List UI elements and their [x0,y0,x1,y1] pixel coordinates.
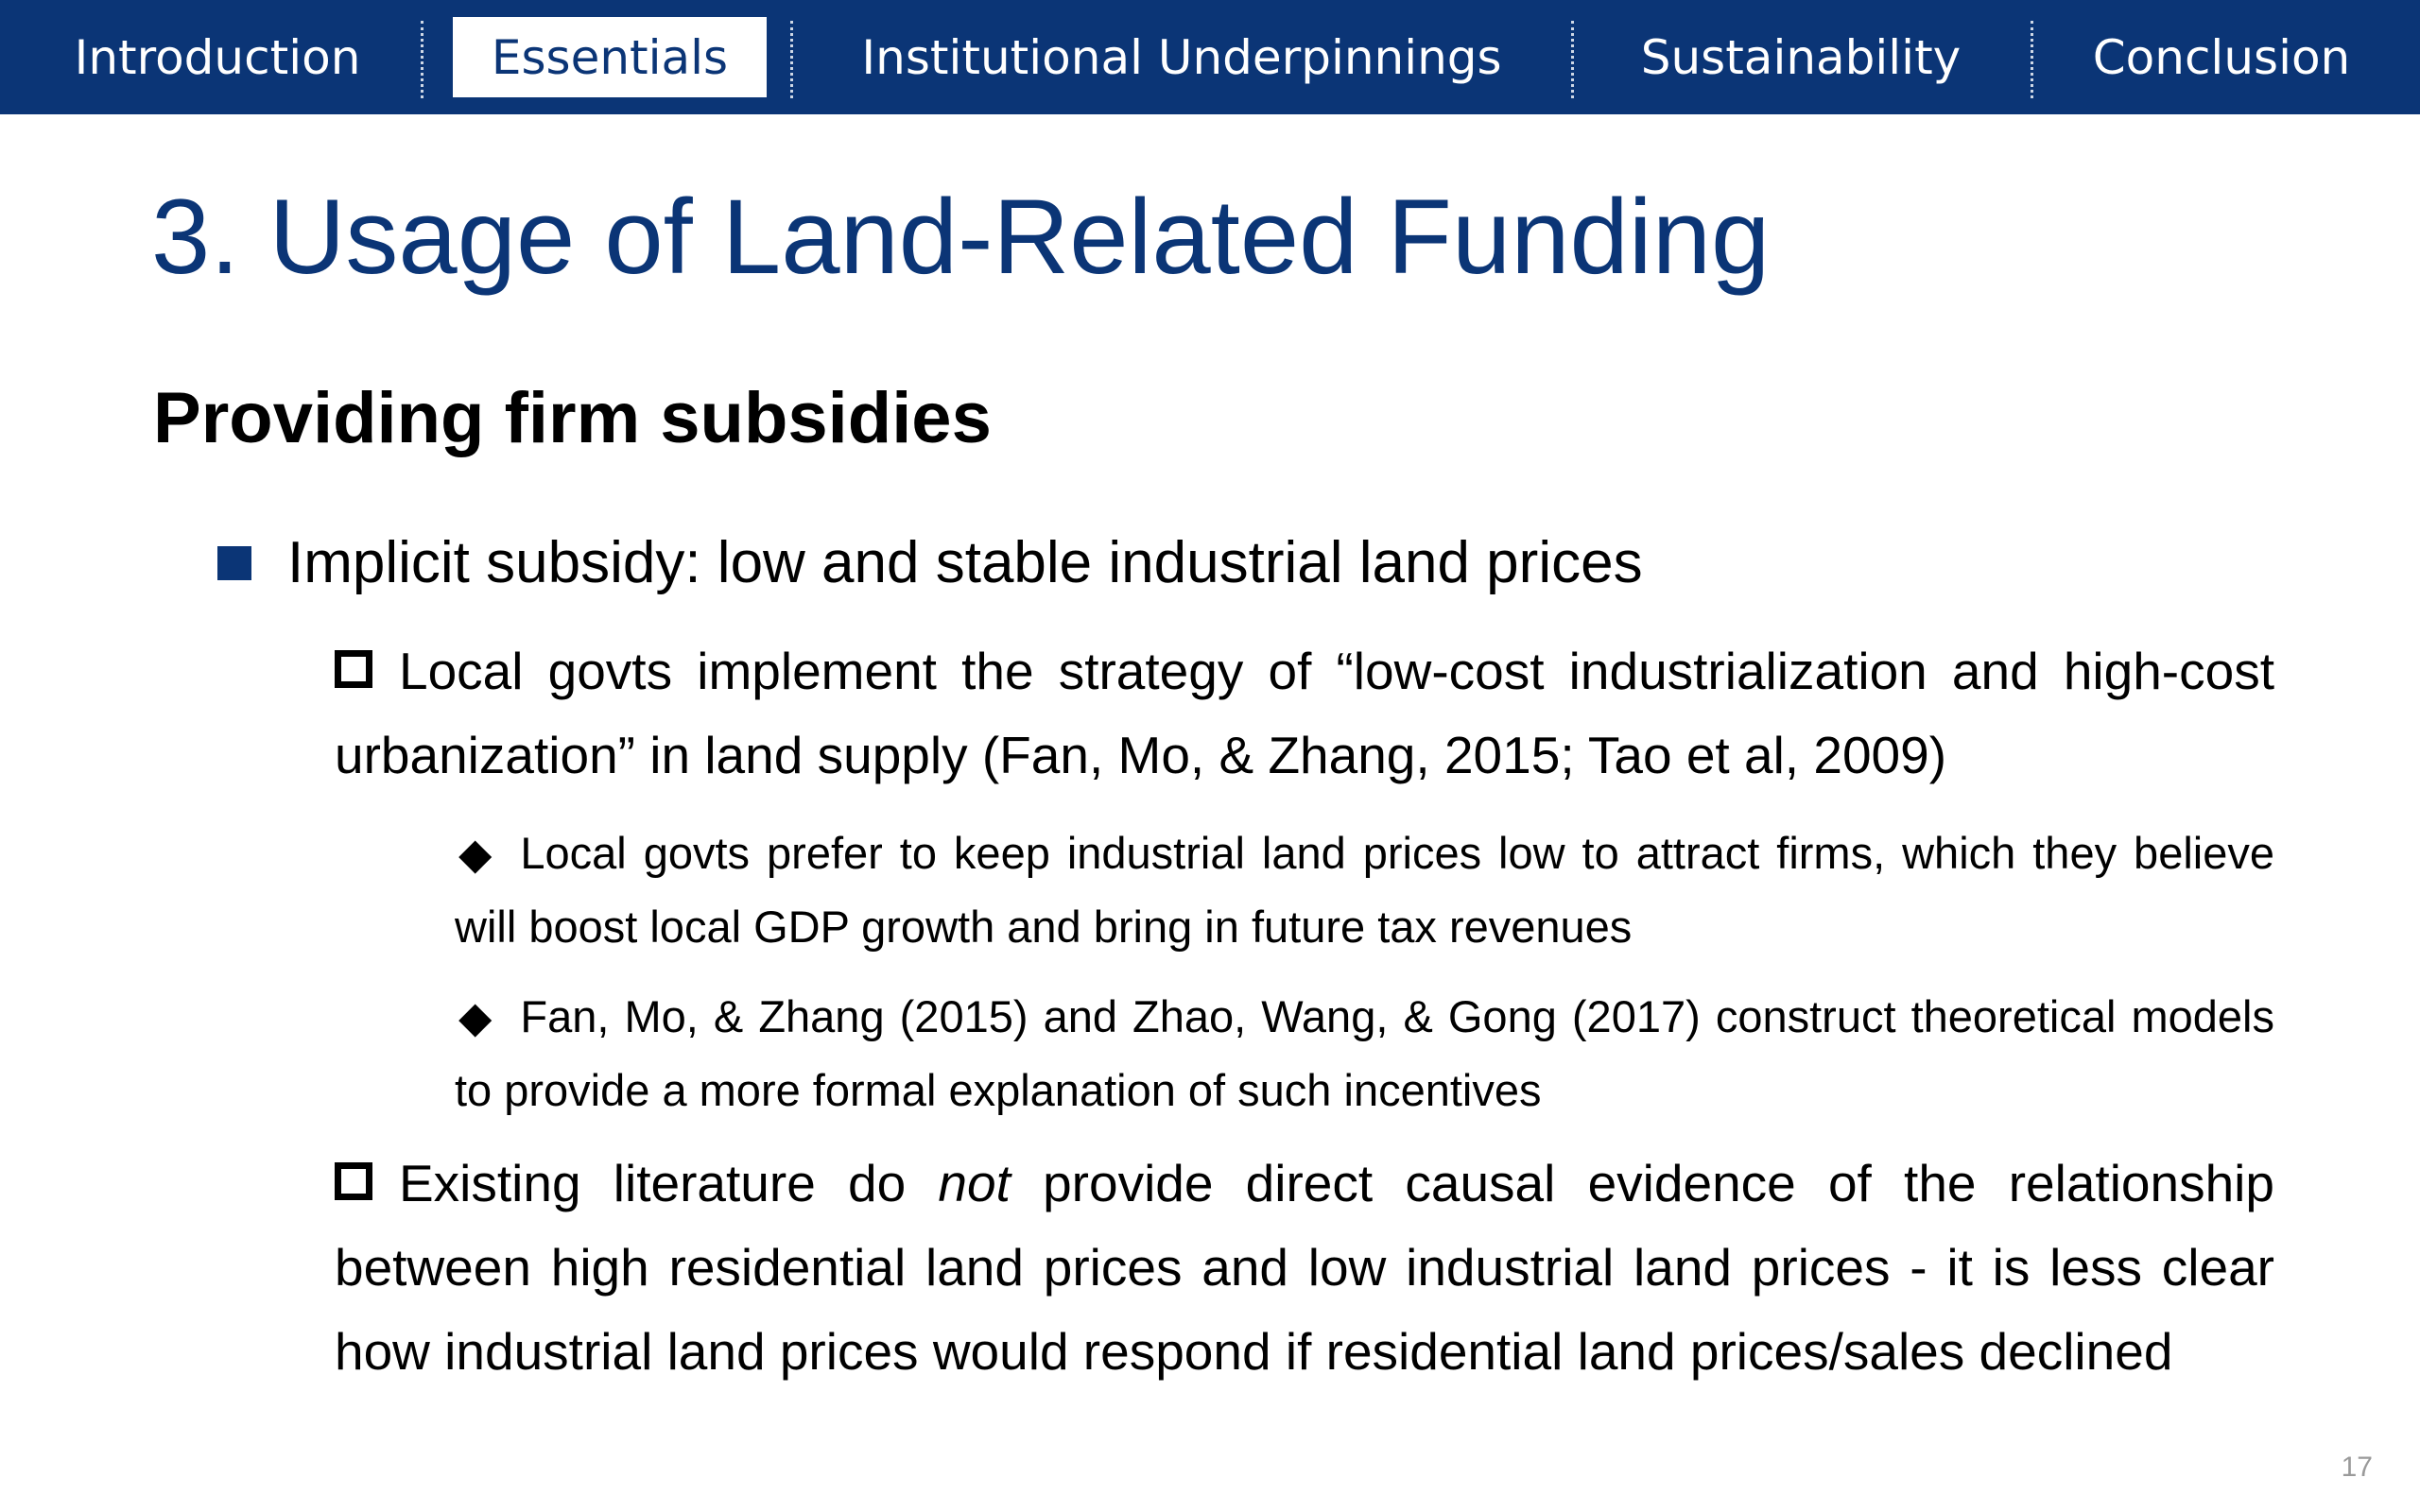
page-number: 17 [2341,1452,2373,1483]
emphasis-not: not [938,1154,1011,1212]
nav-separator [1571,21,1574,98]
tab-conclusion[interactable]: Conclusion [2092,29,2351,85]
bullet-level1-text: Implicit subsidy: low and stable industr… [287,530,1643,595]
bullet-level2-item: Local govts implement the strategy of “l… [335,629,2274,798]
tab-introduction[interactable]: Introduction [74,29,361,85]
bullet-level2-item: Existing literature do not provide direc… [335,1142,2274,1394]
bullet-level1: Implicit subsidy: low and stable industr… [217,525,1643,601]
nav-separator [2031,21,2033,98]
bullet-level2-text: Local govts implement the strategy of “l… [335,642,2274,784]
tab-institutional-underpinnings[interactable]: Institutional Underpinnings [861,29,1502,85]
diamond-bullet-icon: ◆ [458,829,493,878]
hollow-square-bullet-icon [335,650,372,689]
bullet-level2-text-post: provide direct causal evidence of the re… [335,1154,2274,1381]
square-bullet-icon [217,546,251,580]
nav-separator [790,21,793,98]
slide-title: 3. Usage of Land-Related Funding [151,178,1771,296]
hollow-square-bullet-icon [335,1162,372,1201]
nav-separator [421,21,424,98]
bullet-level2-text-pre: Existing literature do [399,1154,939,1212]
bullet-level3-text: Fan, Mo, & Zhang (2015) and Zhao, Wang, … [455,991,2274,1115]
bullet-level3-item: ◆ Local govts prefer to keep industrial l… [455,816,2274,963]
tab-essentials[interactable]: Essentials [453,17,767,97]
tab-sustainability[interactable]: Sustainability [1640,29,1962,85]
bullet-level3-item: ◆ Fan, Mo, & Zhang (2015) and Zhao, Wang,… [455,980,2274,1126]
bullet-level3-text: Local govts prefer to keep industrial la… [455,828,2274,952]
diamond-bullet-icon: ◆ [458,992,493,1041]
top-navigation-bar: Introduction Essentials Institutional Un… [0,0,2420,114]
section-heading: Providing firm subsidies [153,378,992,458]
